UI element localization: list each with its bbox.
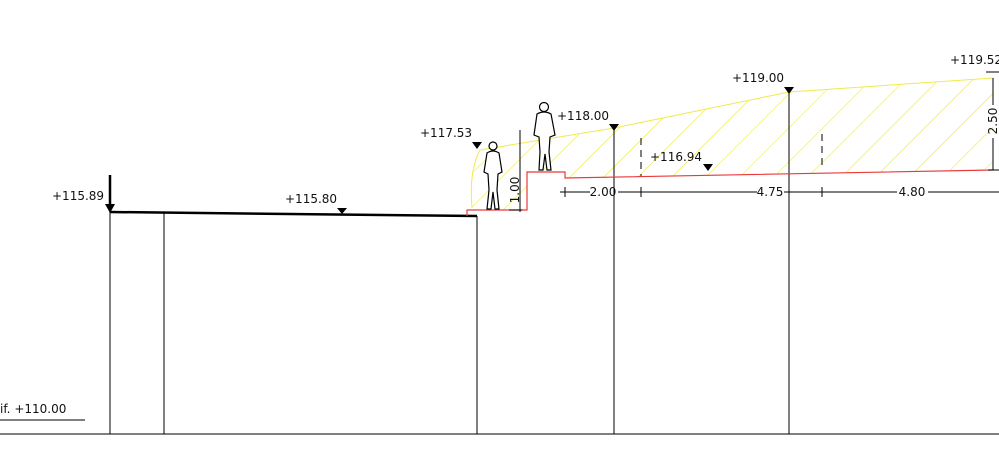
dimension-label: 4.80: [899, 185, 926, 199]
reference-label: if. +110.00: [0, 402, 66, 416]
level-marker: [609, 124, 619, 131]
dimension-label: 2.50: [986, 108, 999, 135]
dimension-label: 2.00: [590, 185, 617, 199]
elevation-label: +115.89: [52, 189, 104, 203]
fill-outline: [470, 77, 994, 209]
elevation-label: +119.00: [732, 71, 784, 85]
level-marker: [472, 142, 482, 149]
elevation-label: +119.52: [950, 53, 999, 67]
elevation-label: +118.00: [557, 109, 609, 123]
person-figure: [483, 141, 503, 210]
dimension-label: 4.75: [757, 185, 784, 199]
elevation-label: +115.80: [285, 192, 337, 206]
level-marker: [703, 164, 713, 171]
level-marker: [337, 208, 347, 214]
terrain-line: [109, 210, 478, 218]
elevation-label: +117.53: [420, 126, 472, 140]
elevation-label: +116.94: [650, 150, 702, 164]
dimension-label: 1.00: [508, 177, 522, 204]
level-marker: [784, 87, 794, 94]
arrow-head: [105, 204, 115, 213]
person-figure: [533, 101, 556, 171]
profile-line: [466, 169, 994, 216]
